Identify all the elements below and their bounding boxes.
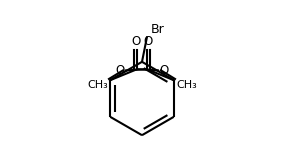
Text: O: O (116, 64, 125, 77)
Text: O: O (131, 35, 140, 48)
Text: O: O (144, 35, 153, 48)
Text: Br: Br (151, 23, 164, 36)
Text: CH₃: CH₃ (87, 80, 108, 90)
Text: CH₃: CH₃ (176, 80, 197, 90)
Text: O: O (159, 64, 168, 77)
